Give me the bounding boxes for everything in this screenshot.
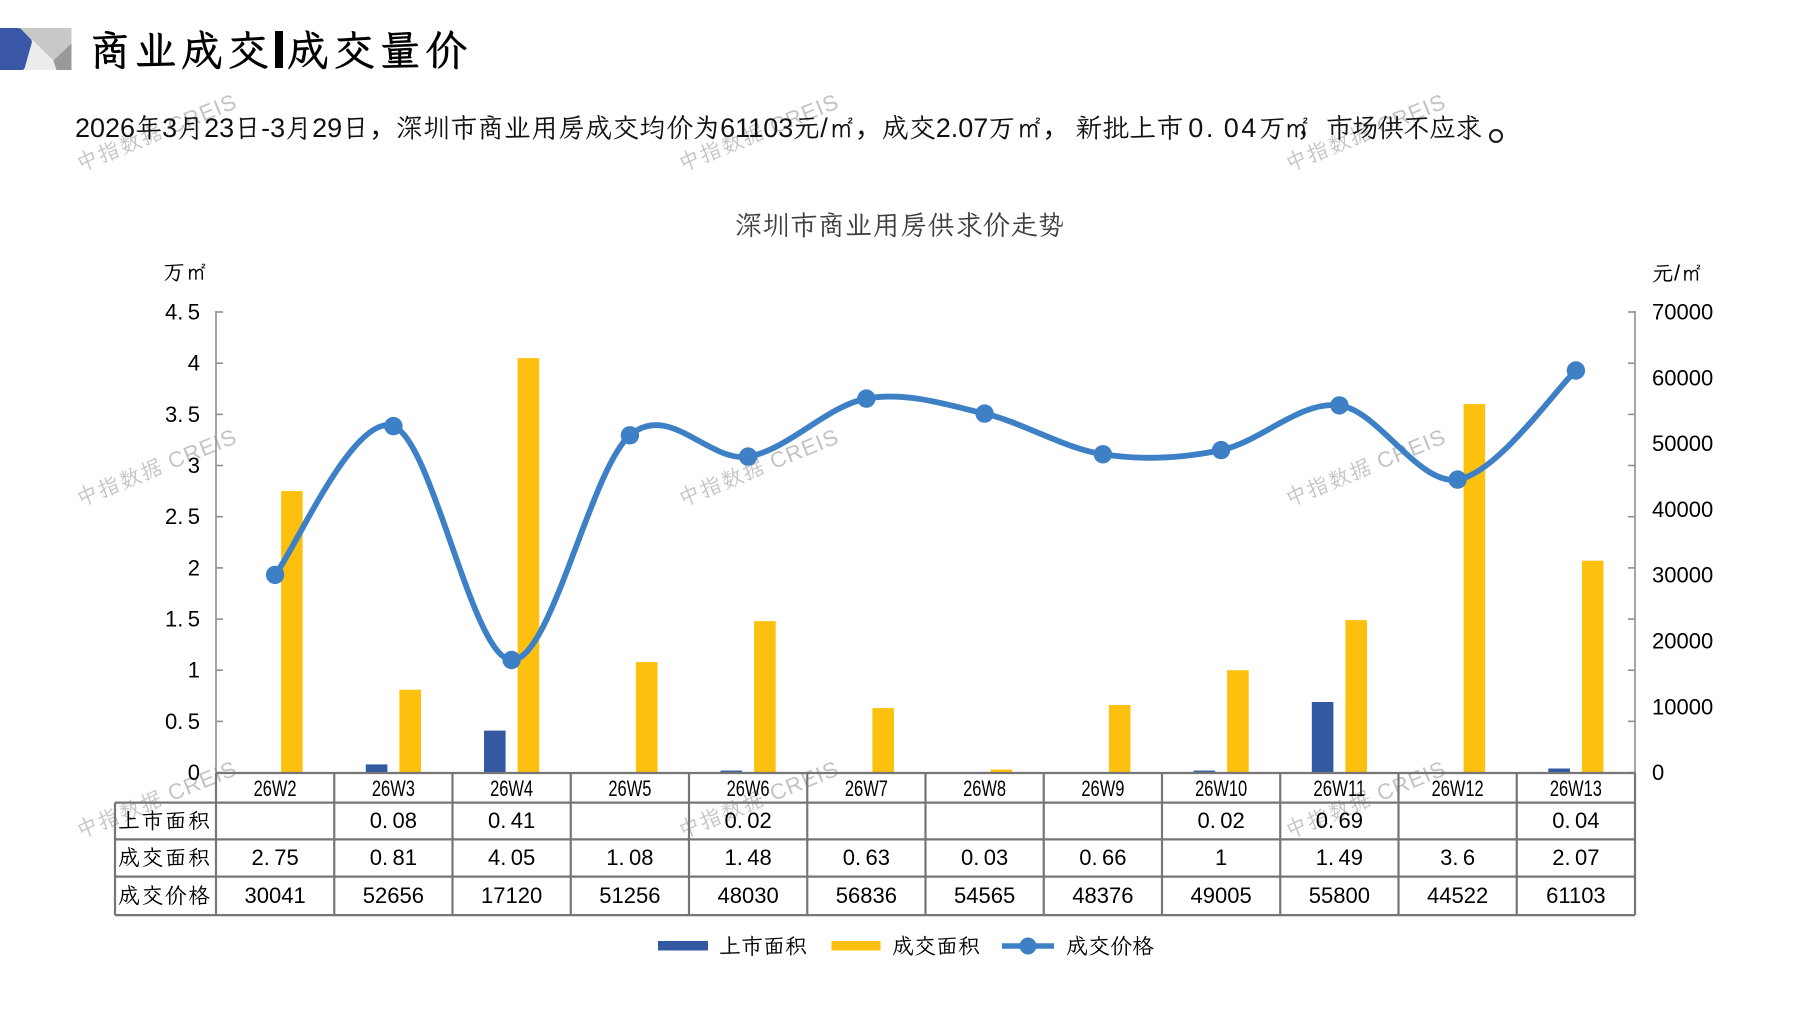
svg-text:0. 81: 0. 81 — [370, 845, 417, 870]
svg-text:70000: 70000 — [1652, 300, 1713, 325]
svg-text:3. 5: 3. 5 — [165, 402, 200, 427]
svg-text:成交面积: 成交面积 — [892, 934, 980, 959]
svg-text:48030: 48030 — [718, 883, 779, 908]
svg-text:26W13: 26W13 — [1550, 776, 1602, 801]
svg-text:1. 49: 1. 49 — [1316, 845, 1363, 870]
svg-text:26W12: 26W12 — [1432, 776, 1484, 801]
svg-text:26W10: 26W10 — [1195, 776, 1247, 801]
svg-text:1: 1 — [1215, 845, 1227, 870]
svg-text:26W5: 26W5 — [608, 776, 651, 801]
svg-text:50000: 50000 — [1652, 431, 1713, 456]
svg-text:26W8: 26W8 — [963, 776, 1006, 801]
svg-text:上市面积: 上市面积 — [118, 808, 210, 833]
svg-text:3: 3 — [188, 453, 200, 478]
svg-text:2: 2 — [188, 555, 200, 580]
svg-text:0. 41: 0. 41 — [488, 808, 535, 833]
svg-text:26W7: 26W7 — [845, 776, 888, 801]
svg-text:0: 0 — [188, 760, 200, 785]
svg-text:1. 08: 1. 08 — [606, 845, 653, 870]
svg-text:4. 5: 4. 5 — [165, 300, 200, 325]
svg-text:0. 03: 0. 03 — [961, 845, 1008, 870]
svg-text:上市面积: 上市面积 — [719, 934, 807, 959]
svg-text:成交价格: 成交价格 — [118, 883, 210, 908]
svg-text:10000: 10000 — [1652, 694, 1713, 719]
svg-text:26W6: 26W6 — [727, 776, 770, 801]
svg-text:48376: 48376 — [1072, 883, 1133, 908]
svg-text:61103: 61103 — [1546, 883, 1606, 908]
svg-text:成交价格: 成交价格 — [1066, 934, 1154, 959]
svg-text:成交面积: 成交面积 — [118, 845, 210, 870]
svg-text:44522: 44522 — [1427, 883, 1488, 908]
svg-text:55800: 55800 — [1309, 883, 1370, 908]
svg-text:26W2: 26W2 — [254, 776, 297, 801]
svg-text:51256: 51256 — [599, 883, 660, 908]
svg-text:0. 63: 0. 63 — [843, 845, 890, 870]
svg-text:4: 4 — [188, 351, 200, 376]
svg-text:26W4: 26W4 — [490, 776, 533, 801]
svg-text:52656: 52656 — [363, 883, 424, 908]
svg-text:2. 5: 2. 5 — [165, 504, 200, 529]
svg-text:26W3: 26W3 — [372, 776, 415, 801]
svg-text:60000: 60000 — [1652, 365, 1713, 390]
svg-text:0. 04: 0. 04 — [1552, 808, 1599, 833]
svg-text:30041: 30041 — [245, 883, 306, 908]
svg-text:0. 02: 0. 02 — [1197, 808, 1244, 833]
svg-text:20000: 20000 — [1652, 629, 1713, 654]
svg-text:30000: 30000 — [1652, 563, 1713, 588]
svg-text:26W11: 26W11 — [1313, 776, 1365, 801]
svg-text:40000: 40000 — [1652, 497, 1713, 522]
svg-text:4. 05: 4. 05 — [488, 845, 535, 870]
svg-text:0. 02: 0. 02 — [724, 808, 771, 833]
svg-text:万㎡: 万㎡ — [163, 260, 207, 285]
svg-text:0. 66: 0. 66 — [1079, 845, 1126, 870]
svg-text:1. 48: 1. 48 — [724, 845, 771, 870]
svg-text:0. 5: 0. 5 — [165, 709, 200, 734]
svg-text:0. 69: 0. 69 — [1316, 808, 1363, 833]
svg-text:17120: 17120 — [481, 883, 542, 908]
svg-text:2. 75: 2. 75 — [251, 845, 298, 870]
svg-text:3. 6: 3. 6 — [1440, 845, 1475, 870]
svg-text:56836: 56836 — [836, 883, 897, 908]
svg-text:54565: 54565 — [954, 883, 1015, 908]
svg-text:2. 07: 2. 07 — [1552, 845, 1599, 870]
svg-text:0. 08: 0. 08 — [370, 808, 417, 833]
svg-text:1. 5: 1. 5 — [165, 607, 200, 632]
svg-text:0: 0 — [1652, 760, 1664, 785]
svg-text:元/㎡: 元/㎡ — [1652, 261, 1702, 286]
svg-text:49005: 49005 — [1191, 883, 1252, 908]
svg-text:26W9: 26W9 — [1081, 776, 1124, 801]
svg-text:1: 1 — [188, 658, 200, 683]
svg-text:深圳市商业用房供求价走势: 深圳市商业用房供求价走势 — [735, 210, 1065, 241]
